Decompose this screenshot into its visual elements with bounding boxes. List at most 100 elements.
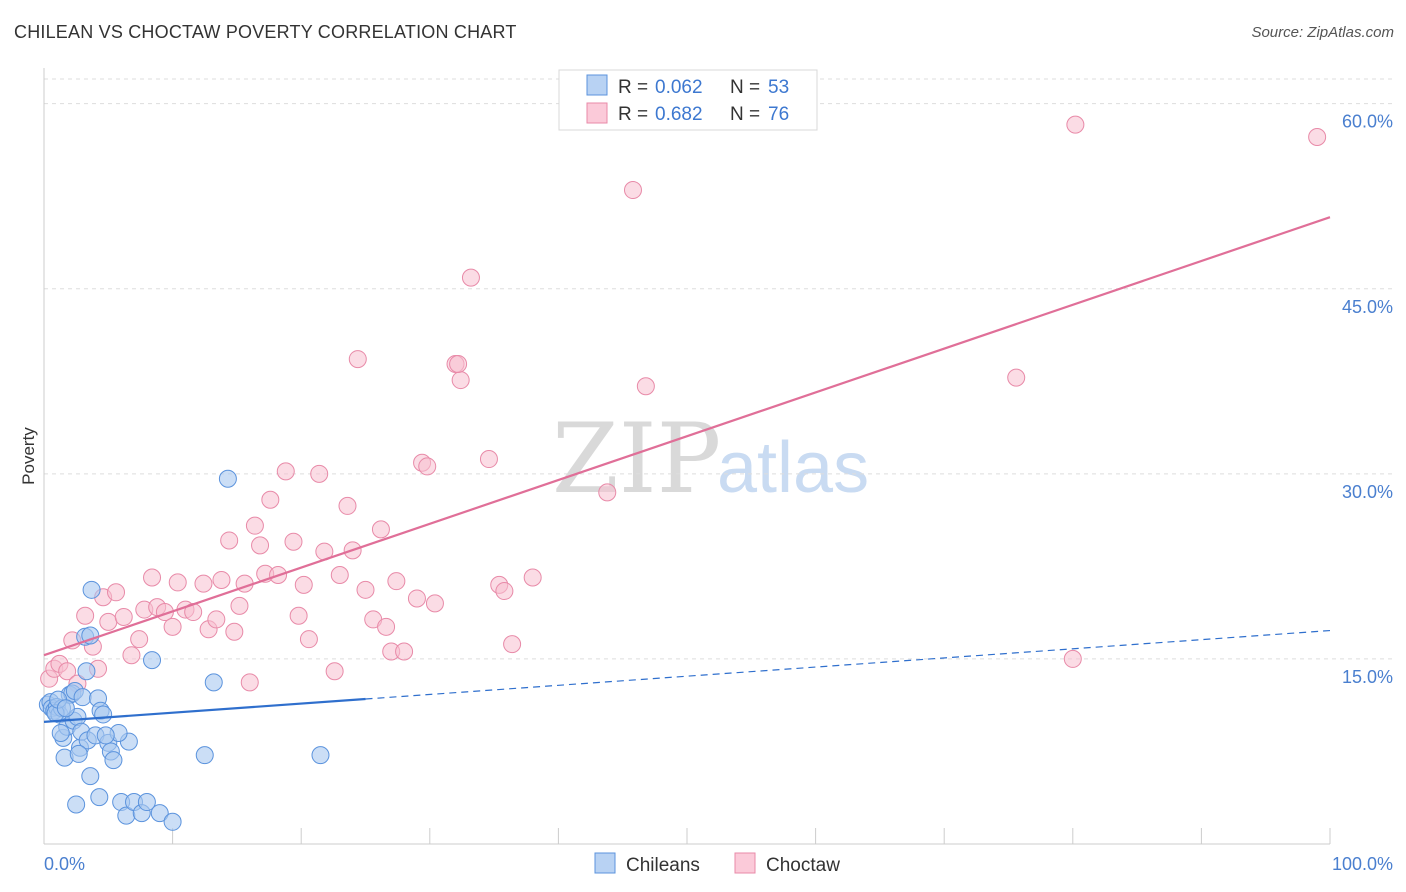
bottom-legend: Chileans Choctaw [594, 852, 840, 876]
choctaw-point [1308, 127, 1327, 146]
legend-swatch-choctaw [586, 102, 608, 124]
legend-r-value-choctaw: 0.682 [655, 104, 703, 125]
chilean-point [77, 662, 96, 681]
choctaw-point [143, 568, 162, 587]
choctaw-point [289, 606, 308, 625]
chilean-point [143, 651, 162, 670]
choctaw-point [623, 181, 642, 200]
y-tick-label-0: 15.0% [1342, 667, 1393, 687]
choctaw-point [212, 570, 231, 589]
legend-n-label-choctaw: N = [730, 104, 760, 125]
legend-n-value-choctaw: 76 [768, 104, 789, 125]
choctaw-point [461, 268, 480, 287]
choctaw-point [330, 566, 349, 585]
legend-swatch-chileans [586, 74, 608, 96]
choctaw-point [230, 596, 249, 615]
legend-n-value-chileans: 53 [768, 77, 789, 98]
choctaw-point [99, 612, 118, 631]
choctaw-point [194, 574, 213, 593]
choctaw-point [451, 371, 470, 390]
choctaw-point [114, 607, 133, 626]
grid-layer [44, 78, 1394, 660]
chilean-point [96, 726, 115, 745]
chilean-trend-line-solid [43, 697, 366, 723]
choctaw-point [523, 568, 542, 587]
choctaw-point [338, 496, 357, 515]
choctaw-point [310, 464, 329, 483]
choctaw-trend-line [43, 216, 1331, 657]
chilean-point [163, 812, 182, 831]
choctaw-point [1063, 649, 1082, 668]
chilean-point [94, 705, 113, 724]
trend-lines [43, 216, 1331, 723]
chilean-point [195, 746, 214, 765]
chilean-point [104, 751, 123, 770]
choctaw-point [76, 606, 95, 625]
chilean-points [38, 469, 330, 831]
chilean-point [81, 767, 100, 786]
x-tick-label-max: 100.0% [1332, 854, 1393, 874]
bottom-legend-swatch-choctaw [734, 852, 756, 874]
choctaw-point [1066, 115, 1085, 134]
watermark-zip: ZIP [552, 403, 721, 515]
choctaw-point [122, 646, 141, 665]
y-tick-labels: 15.0% 30.0% 45.0% 60.0% [1342, 112, 1393, 687]
choctaw-point [479, 450, 498, 469]
chart-title: CHILEAN VS CHOCTAW POVERTY CORRELATION C… [14, 22, 517, 42]
legend-r-value-chileans: 0.062 [655, 77, 703, 98]
choctaw-point [220, 531, 239, 550]
y-tick-label-1: 30.0% [1342, 482, 1393, 502]
bottom-legend-swatch-chileans [594, 852, 616, 874]
chilean-point [137, 793, 156, 812]
choctaw-point [294, 575, 313, 594]
choctaw-point [503, 635, 522, 654]
y-tick-label-3: 60.0% [1342, 112, 1393, 132]
chilean-point [67, 795, 86, 814]
choctaw-point [58, 662, 77, 681]
chilean-point [218, 469, 237, 488]
chilean-point [150, 804, 169, 823]
choctaw-point [356, 580, 375, 599]
legend-r-label-chileans: R = [618, 77, 648, 98]
choctaw-point [207, 610, 226, 629]
chilean-trend-line-dashed [365, 629, 1331, 700]
legend: R = 0.062 N = 53 R = 0.682 N = 76 [558, 69, 818, 131]
choctaw-point [598, 483, 617, 502]
choctaw-point [325, 662, 344, 681]
choctaw-point [636, 377, 655, 396]
choctaw-point [1007, 368, 1026, 387]
choctaw-point [240, 673, 259, 692]
legend-n-label-chileans: N = [730, 77, 760, 98]
choctaw-point [107, 583, 126, 602]
choctaw-point [163, 617, 182, 636]
chilean-point [73, 688, 92, 707]
chilean-point [51, 723, 70, 742]
choctaw-point [348, 350, 367, 369]
choctaw-point [284, 532, 303, 551]
x-tick-label-min: 0.0% [44, 854, 85, 874]
chilean-point [56, 699, 75, 718]
choctaw-point [418, 457, 437, 476]
x-tick-marks [43, 828, 1331, 844]
watermark-atlas: atlas [717, 428, 869, 508]
choctaw-point [251, 536, 270, 555]
choctaw-point [387, 572, 406, 591]
choctaw-point [261, 490, 280, 509]
choctaw-point [371, 520, 390, 539]
chilean-point [82, 580, 101, 599]
y-tick-label-2: 45.0% [1342, 297, 1393, 317]
choctaw-point [168, 573, 187, 592]
choctaw-point [276, 462, 295, 481]
bottom-legend-label-choctaw: Choctaw [766, 855, 840, 876]
y-axis-label: Poverty [19, 427, 38, 485]
chilean-point [90, 788, 109, 807]
choctaw-point [425, 594, 444, 613]
chilean-point [204, 673, 223, 692]
choctaw-point [130, 630, 149, 649]
choctaw-point [225, 622, 244, 641]
legend-r-label-choctaw: R = [618, 104, 648, 125]
chilean-point [69, 744, 88, 763]
chart-source: Source: ZipAtlas.com [1251, 24, 1394, 41]
bottom-legend-label-chileans: Chileans [626, 855, 700, 876]
